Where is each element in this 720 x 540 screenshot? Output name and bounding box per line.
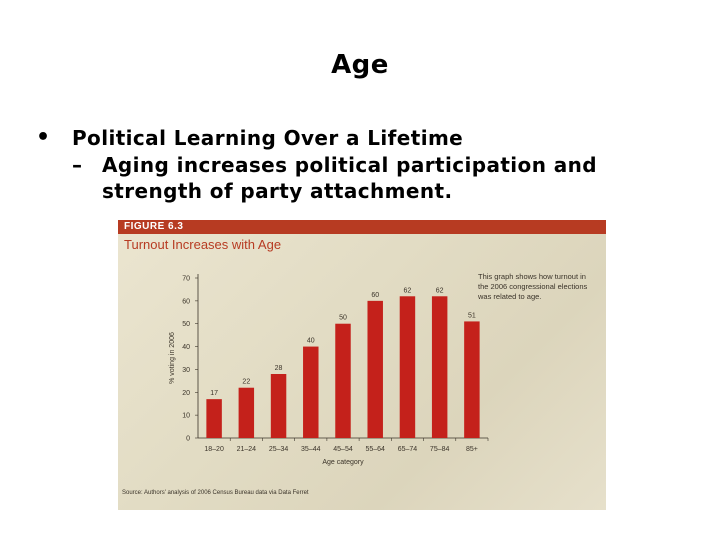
x-tick-label: 21–24 <box>237 446 257 453</box>
bar-value-label: 22 <box>242 379 250 386</box>
y-tick-label: 20 <box>182 390 190 397</box>
bar-value-label: 62 <box>436 287 444 294</box>
x-tick-label: 85+ <box>466 446 478 453</box>
y-tick-label: 40 <box>182 344 190 351</box>
bullet-list: • Political Learning Over a Lifetime – A… <box>36 126 696 204</box>
y-tick-label: 30 <box>182 367 190 374</box>
turnout-bar-chart: 0 10 20 30 40 50 60 70 % voting in 2006 17 18–20 22… <box>169 274 489 466</box>
x-tick-label: 55–64 <box>365 446 385 453</box>
y-tick-label: 70 <box>182 276 190 283</box>
x-tick-label: 18–20 <box>204 446 224 453</box>
bullet-dot-icon: • <box>36 125 51 150</box>
y-tick-label: 50 <box>182 321 190 328</box>
bar-value-label: 28 <box>275 365 283 372</box>
bullet-item: • Political Learning Over a Lifetime <box>36 125 696 151</box>
y-tick-label: 60 <box>182 298 190 305</box>
bar-25–34 <box>270 374 287 438</box>
y-axis-label: % voting in 2006 <box>169 332 176 384</box>
figure-title: Turnout Increases with Age <box>124 237 282 252</box>
x-tick-label: 75–84 <box>430 446 450 453</box>
x-tick-label: 25–34 <box>269 446 289 453</box>
figure-label: FIGURE 6.3 <box>118 220 606 234</box>
bar-value-label: 17 <box>210 390 218 397</box>
bar-65–74 <box>399 296 416 438</box>
sub-bullet-text: Aging increases political participation … <box>102 153 597 203</box>
bar-55–64 <box>367 300 383 438</box>
bar-45–54 <box>335 323 351 438</box>
bar-85+ <box>464 321 480 438</box>
bar-value-label: 60 <box>371 292 379 299</box>
x-tick-label: 35–44 <box>301 446 321 453</box>
x-tick-label: 45–54 <box>333 446 353 453</box>
bar-value-label: 50 <box>339 315 347 322</box>
figure-caption: This graph shows how turnout in the 2006… <box>478 272 588 301</box>
x-axis-label: Age category <box>322 459 364 466</box>
figure-panel: FIGURE 6.3 Turnout Increases with Age 0 1… <box>118 220 606 510</box>
sub-bullet-item: – Aging increases political participatio… <box>72 152 696 204</box>
bar-35–44 <box>303 346 319 438</box>
slide-title: Age <box>331 50 389 80</box>
bar-value-label: 40 <box>307 338 315 345</box>
bar-18–20 <box>206 399 222 438</box>
bullet-text: Political Learning Over a Lifetime <box>72 126 464 150</box>
bar-value-label: 51 <box>468 312 476 319</box>
y-tick-label: 10 <box>182 413 190 420</box>
y-tick-label: 0 <box>186 436 190 443</box>
bar-75–84 <box>431 296 448 438</box>
bar-21–24 <box>238 387 255 438</box>
x-tick-label: 65–74 <box>398 446 418 453</box>
bar-value-label: 62 <box>404 287 412 294</box>
sub-bullet-dash: – <box>72 153 83 177</box>
figure-source: Source: Authors' analysis of 2006 Census… <box>122 490 309 496</box>
